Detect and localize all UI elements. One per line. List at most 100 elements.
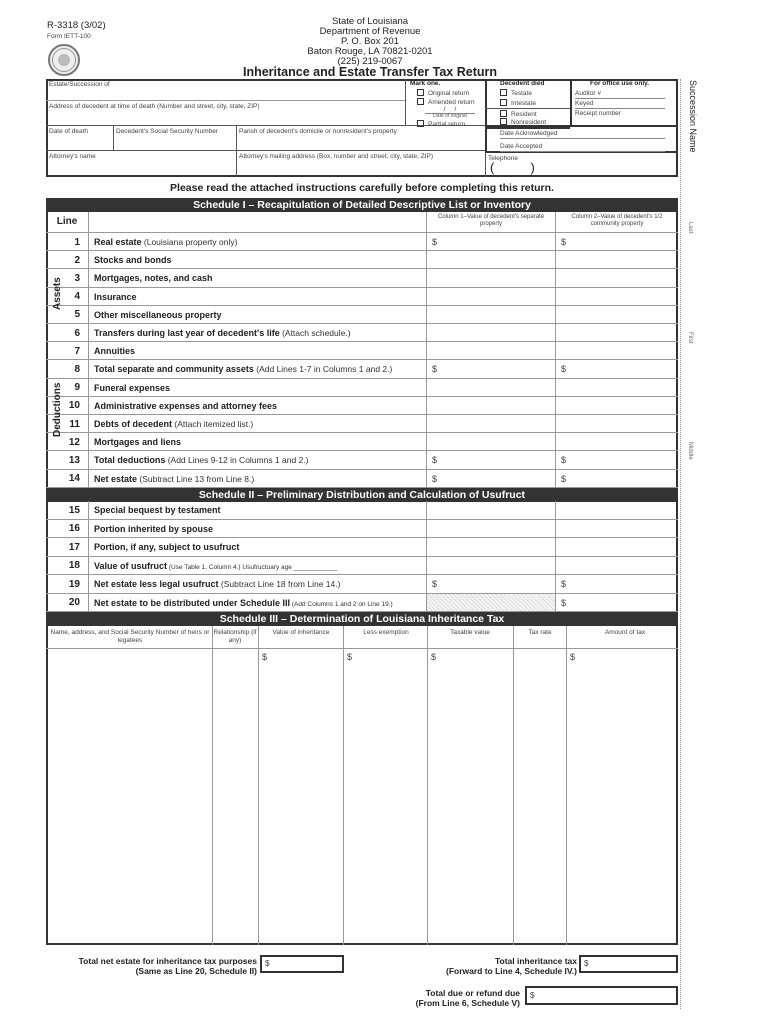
column2-field[interactable]: $ bbox=[555, 360, 678, 378]
column1-field[interactable] bbox=[426, 396, 555, 414]
column2-field[interactable] bbox=[555, 433, 678, 451]
column2-field[interactable]: $ bbox=[555, 451, 678, 469]
ssn-field[interactable]: Decedent's Social Security Number bbox=[116, 128, 219, 135]
column1-field[interactable] bbox=[426, 287, 555, 305]
testate-checkbox[interactable]: Testate bbox=[500, 89, 532, 98]
line-number: 4 bbox=[74, 291, 80, 303]
checkbox[interactable] bbox=[417, 97, 424, 105]
line-row-8: 8 Total separate and community assets (Ad… bbox=[46, 360, 678, 379]
amount-dollar[interactable]: $ bbox=[570, 652, 576, 662]
intestate-checkbox[interactable]: Intestate bbox=[500, 98, 536, 108]
exemption-column-header: Less exemption bbox=[363, 629, 409, 636]
column1-field[interactable] bbox=[426, 251, 555, 269]
total-net-estate-field[interactable]: $ bbox=[260, 955, 344, 973]
column2-field[interactable]: $ bbox=[555, 469, 678, 487]
checkbox[interactable] bbox=[417, 119, 424, 127]
column2-field[interactable] bbox=[555, 269, 678, 287]
parish-field[interactable]: Parish of decedent's domicile or nonresi… bbox=[239, 128, 397, 135]
checkbox[interactable] bbox=[417, 88, 424, 96]
line-row-1: 1 Real estate (Louisiana property only) $ $ bbox=[46, 233, 678, 252]
line-description: Mortgages, notes, and cash bbox=[88, 269, 426, 287]
nonresident-checkbox[interactable]: Nonresident bbox=[500, 118, 546, 127]
column1-field[interactable] bbox=[426, 305, 555, 323]
line-label: Portion, if any, subject to usufruct bbox=[94, 542, 240, 552]
column1-field[interactable] bbox=[426, 538, 555, 556]
line-note: (Louisiana property only) bbox=[141, 237, 238, 247]
line-number: 13 bbox=[68, 454, 80, 466]
column2-field[interactable] bbox=[555, 287, 678, 305]
auditor-field[interactable]: Auditor # bbox=[575, 90, 665, 99]
checkbox[interactable] bbox=[500, 89, 507, 96]
middle-name-field[interactable]: Middle bbox=[687, 442, 693, 460]
exemption-dollar[interactable]: $ bbox=[347, 652, 353, 662]
date-accepted-field[interactable]: Date Accepted bbox=[500, 143, 665, 152]
original-date-field[interactable]: / / bbox=[425, 106, 475, 114]
column2-field[interactable] bbox=[555, 501, 678, 519]
column1-field[interactable] bbox=[426, 556, 555, 574]
checkbox-label: Intestate bbox=[511, 99, 536, 107]
column1-field[interactable] bbox=[426, 269, 555, 287]
column2-field[interactable] bbox=[555, 324, 678, 342]
line-description: Insurance bbox=[88, 287, 426, 305]
line-row-12: 12 Mortgages and liens bbox=[46, 433, 678, 452]
column1-field[interactable] bbox=[426, 519, 555, 537]
column1-field[interactable] bbox=[426, 501, 555, 519]
line-label: Mortgages and liens bbox=[94, 437, 182, 448]
keyed-field[interactable]: Keyed bbox=[575, 100, 665, 109]
resident-checkbox[interactable]: Resident bbox=[500, 109, 537, 119]
total-net-estate-label: Total net estate for inheritance tax pur… bbox=[20, 956, 257, 976]
telephone-field[interactable]: ( ) bbox=[490, 160, 535, 175]
value-dollar[interactable]: $ bbox=[262, 652, 268, 662]
column1-field[interactable] bbox=[426, 378, 555, 396]
column2-field[interactable]: $ bbox=[555, 575, 678, 593]
amended-return-checkbox[interactable]: Amended return bbox=[417, 97, 475, 107]
column2-field[interactable]: $ bbox=[555, 593, 678, 611]
line-row-17: 17 Portion, if any, subject to usufruct bbox=[46, 538, 678, 557]
total-inheritance-tax-field[interactable]: $ bbox=[579, 955, 678, 973]
column1-field[interactable] bbox=[426, 415, 555, 433]
checkbox-label: Nonresident bbox=[511, 119, 547, 126]
column2-field[interactable] bbox=[555, 342, 678, 360]
column1-field[interactable] bbox=[426, 593, 555, 611]
column2-field[interactable] bbox=[555, 556, 678, 574]
last-name-field[interactable]: Last bbox=[687, 222, 693, 234]
date-of-death-field[interactable]: Date of death bbox=[49, 128, 89, 135]
checkbox[interactable] bbox=[500, 118, 507, 125]
line-description: Net estate (Subtract Line 13 from Line 8… bbox=[88, 469, 426, 487]
column2-field[interactable] bbox=[555, 538, 678, 556]
partial-return-checkbox[interactable]: Partial return bbox=[417, 119, 465, 129]
checkbox[interactable] bbox=[500, 98, 507, 106]
checkbox-label: Original return bbox=[428, 89, 470, 97]
column2-field[interactable] bbox=[555, 305, 678, 323]
column1-field[interactable] bbox=[426, 324, 555, 342]
column2-field[interactable] bbox=[555, 519, 678, 537]
decedent-address-field[interactable]: Address of decedent at time of death (Nu… bbox=[49, 103, 260, 110]
heirs-column-header: Name, address, and Social Security Numbe… bbox=[50, 629, 210, 644]
total-due-text: Total due or refund due bbox=[425, 988, 520, 998]
column1-field[interactable]: $ bbox=[426, 469, 555, 487]
column1-field[interactable]: $ bbox=[426, 575, 555, 593]
line-row-6: 6 Transfers during last year of decedent'… bbox=[46, 324, 678, 343]
column1-field[interactable]: $ bbox=[426, 360, 555, 378]
column2-field[interactable] bbox=[555, 378, 678, 396]
estate-succession-field[interactable]: Estate/Succession of bbox=[49, 81, 110, 88]
column2-field[interactable] bbox=[555, 251, 678, 269]
line-number: 5 bbox=[74, 309, 80, 321]
column1-field[interactable] bbox=[426, 342, 555, 360]
attorney-address-field[interactable]: Attorney's mailing address (Box, number … bbox=[239, 153, 434, 160]
column1-field[interactable] bbox=[426, 433, 555, 451]
column2-field[interactable] bbox=[555, 396, 678, 414]
total-due-field[interactable]: $ bbox=[525, 986, 678, 1005]
column1-field[interactable]: $ bbox=[426, 233, 555, 251]
attorney-name-field[interactable]: Attorney's name bbox=[49, 153, 96, 160]
column2-field[interactable] bbox=[555, 415, 678, 433]
column2-field[interactable]: $ bbox=[555, 233, 678, 251]
column1-field[interactable]: $ bbox=[426, 451, 555, 469]
original-return-checkbox[interactable]: Original return bbox=[417, 88, 470, 98]
first-name-field[interactable]: First bbox=[687, 332, 693, 344]
date-acknowledged-field[interactable]: Date Acknowledged bbox=[500, 130, 665, 139]
receipt-number-field[interactable]: Receipt number bbox=[575, 110, 621, 117]
checkbox[interactable] bbox=[500, 109, 507, 117]
state-seal-logo bbox=[48, 44, 80, 76]
taxable-dollar[interactable]: $ bbox=[431, 652, 437, 662]
